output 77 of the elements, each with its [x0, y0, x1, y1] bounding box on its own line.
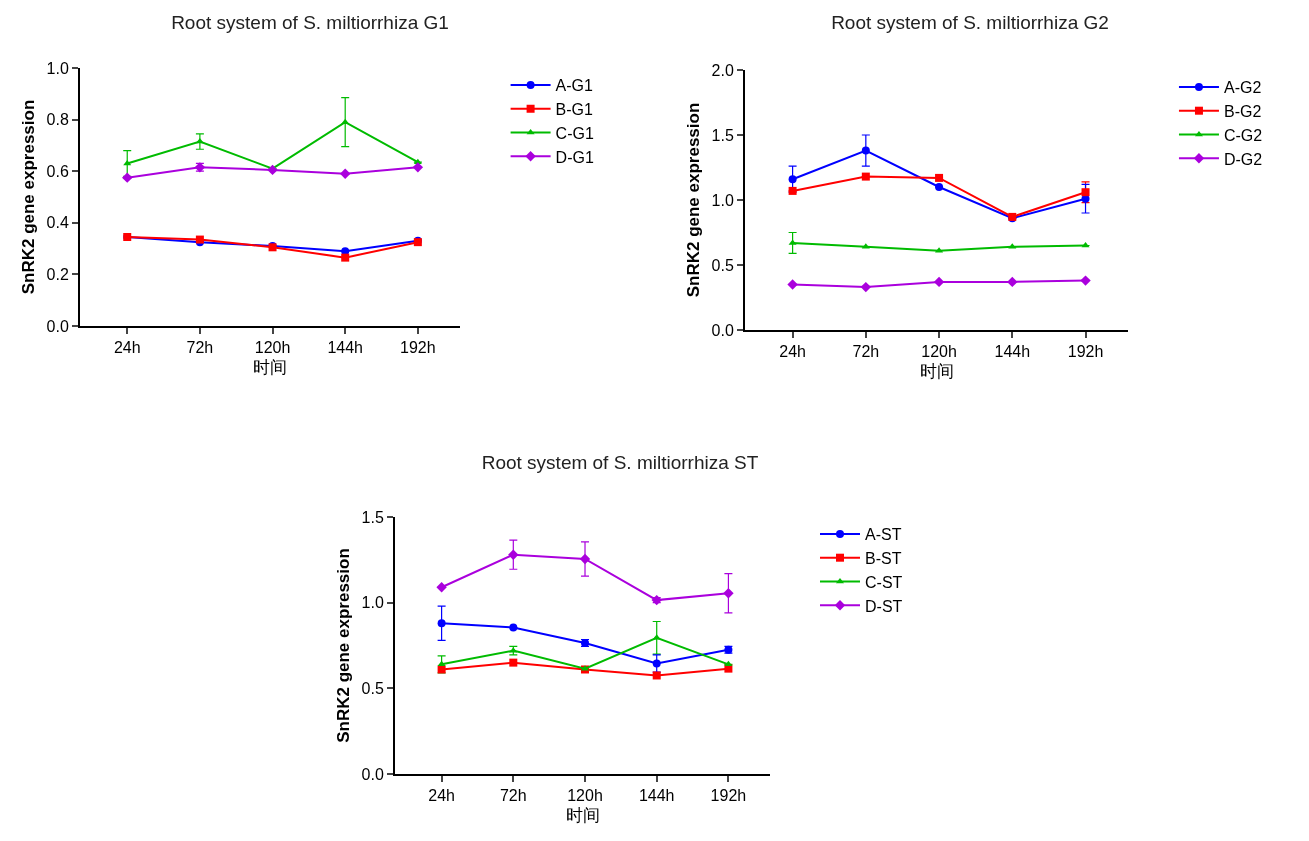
chart-title: Root system of S. miltiorrhiza G2: [831, 12, 1109, 34]
point: [652, 671, 661, 680]
chart-title: Root system of S. miltiorrhiza ST: [481, 452, 759, 474]
legend-label: B-ST: [865, 549, 902, 567]
point: [860, 281, 872, 293]
legend-label: A-G1: [555, 77, 594, 95]
y-tick-label: 0.2: [46, 266, 69, 283]
legend-label: B-G1: [555, 100, 594, 118]
x-axis-title: 时间: [565, 806, 600, 826]
point: [341, 253, 350, 262]
x-axis-title: 时间: [253, 358, 287, 378]
point: [933, 276, 945, 288]
x-tick-label: 144h: [327, 339, 363, 357]
point: [1081, 188, 1090, 197]
x-tick-label: 24h: [428, 787, 455, 805]
x-tick-label: 120h: [567, 787, 603, 805]
y-axis-title: SnRK2 gene expression: [18, 99, 38, 295]
y-axis-title: SnRK2 gene expression: [683, 102, 703, 298]
y-tick-label: 0.8: [46, 111, 69, 129]
point: [788, 186, 797, 195]
point: [579, 553, 591, 565]
x-tick-label: 144h: [638, 787, 675, 805]
y-tick-label: 0.5: [711, 256, 734, 274]
x-tick-label: 144h: [994, 343, 1031, 361]
x-tick-label: 192h: [1067, 343, 1104, 361]
x-tick-label: 192h: [400, 339, 436, 357]
x-tick-label: 120h: [921, 343, 957, 361]
y-tick-label: 1.5: [711, 126, 734, 144]
x-tick-label: 72h: [499, 787, 527, 805]
legend-label: A-G2: [1223, 79, 1262, 97]
y-tick-label: 1.5: [361, 508, 384, 526]
y-tick-label: 0.0: [46, 317, 69, 335]
legend-label: D-G2: [1223, 150, 1263, 168]
x-tick-label: 120h: [254, 339, 291, 357]
point: [436, 582, 447, 593]
point: [788, 175, 797, 184]
y-tick-label: 0.0: [361, 765, 384, 783]
y-tick-label: 0.4: [46, 214, 69, 232]
legend-label: D-G1: [555, 148, 594, 166]
y-tick-label: 0.0: [711, 321, 734, 339]
point: [723, 588, 734, 599]
point: [509, 658, 518, 667]
y-tick-label: 1.0: [46, 59, 69, 77]
legend-label: A-ST: [865, 526, 902, 544]
x-tick-label: 192h: [710, 787, 747, 805]
y-tick-label: 2.0: [711, 61, 734, 79]
point: [437, 619, 446, 628]
legend-label: C-ST: [865, 573, 903, 591]
legend-label: D-ST: [865, 597, 903, 615]
x-tick-label: 72h: [852, 343, 880, 361]
y-tick-label: 1.0: [361, 594, 384, 612]
point: [437, 660, 446, 667]
point: [508, 549, 519, 560]
x-tick-label: 72h: [186, 339, 214, 357]
point: [861, 146, 870, 155]
point: [267, 164, 278, 176]
point: [122, 172, 133, 183]
y-tick-label: 0.5: [361, 679, 384, 697]
point: [412, 162, 424, 173]
point: [340, 168, 351, 179]
chart-title: Root system of S. miltiorrhiza G1: [171, 12, 449, 34]
y-axis-title: SnRK2 gene expression: [333, 548, 353, 743]
point: [652, 659, 661, 668]
legend-label: C-G2: [1223, 126, 1263, 144]
point: [861, 172, 870, 181]
y-tick-label: 0.6: [46, 162, 69, 180]
point: [123, 159, 132, 166]
x-axis-title: 时间: [919, 362, 954, 382]
point: [935, 173, 944, 182]
point: [1080, 275, 1091, 286]
point: [787, 279, 798, 290]
y-tick-label: 1.0: [711, 191, 734, 209]
x-tick-label: 24h: [779, 343, 806, 361]
legend-label: C-G1: [555, 124, 594, 142]
legend-label: B-G2: [1223, 102, 1262, 120]
x-tick-label: 24h: [113, 339, 141, 357]
point: [1007, 276, 1018, 288]
